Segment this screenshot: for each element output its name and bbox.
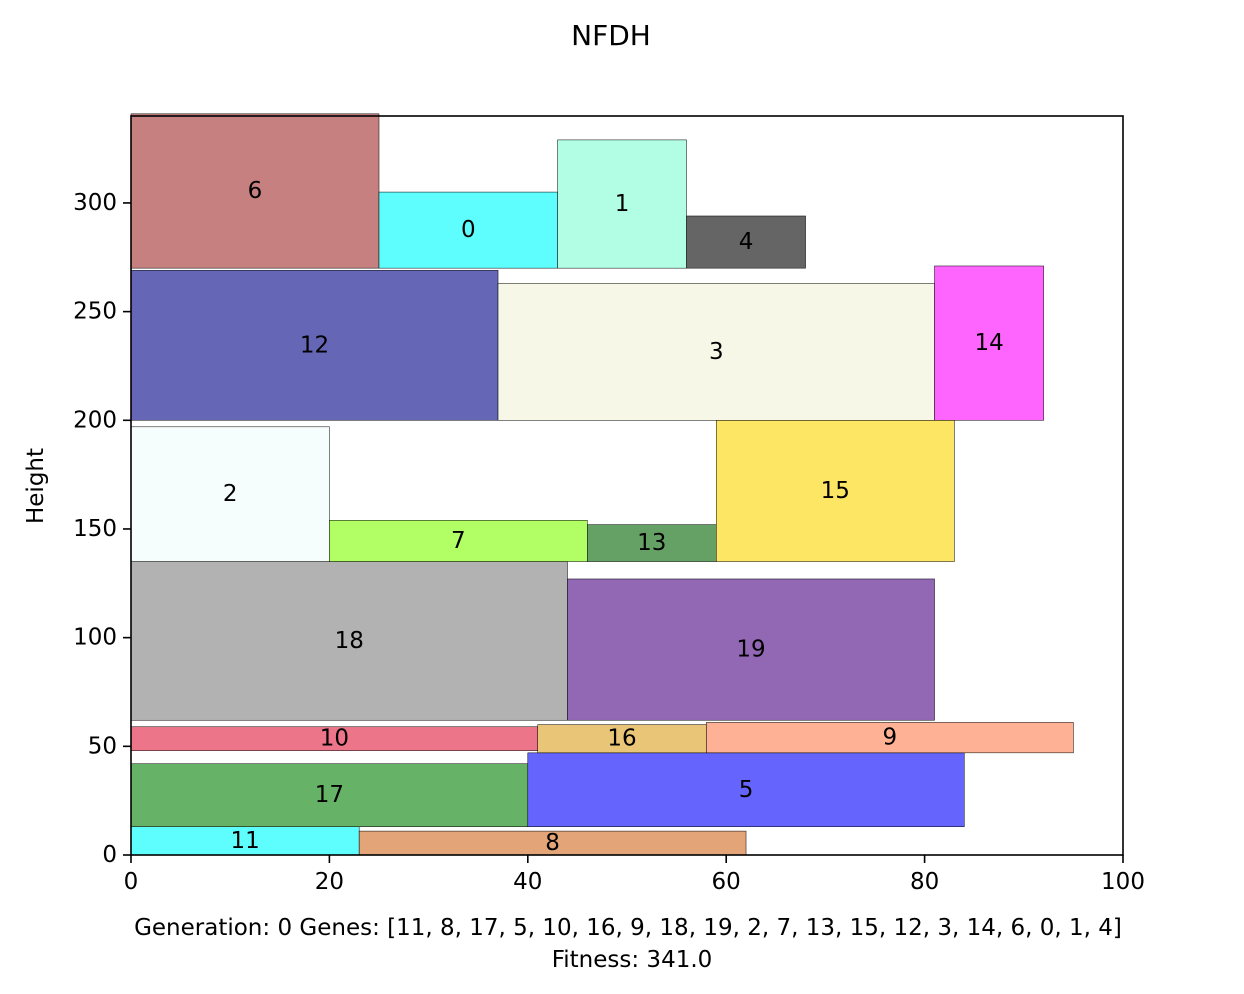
rect-box-9	[706, 722, 1074, 754]
packed-rect-19: 19	[567, 578, 935, 721]
packed-rect-16: 16	[537, 724, 707, 754]
packed-rect-4: 4	[686, 215, 806, 269]
rect-label-14: 14	[974, 330, 1003, 356]
packed-rect-14: 14	[934, 265, 1044, 421]
y-tick-label: 250	[73, 299, 117, 325]
y-tick-label: 0	[102, 842, 117, 868]
y-tick-label: 150	[73, 516, 117, 542]
caption-fitness: Fitness: 341.0	[552, 947, 713, 973]
rect-label-13: 13	[637, 530, 666, 556]
rect-label-18: 18	[335, 628, 364, 654]
y-tick-label: 100	[73, 625, 117, 651]
rect-box-18	[130, 561, 568, 721]
rect-box-16	[537, 724, 707, 754]
rect-box-7	[329, 520, 588, 562]
rect-label-6: 6	[248, 178, 263, 204]
rect-label-17: 17	[315, 782, 344, 808]
packed-rect-12: 12	[130, 270, 499, 421]
packed-rect-13: 13	[587, 524, 717, 562]
y-axis-label: Height	[23, 448, 49, 524]
rect-label-7: 7	[451, 528, 466, 554]
y-tick-label: 300	[73, 190, 117, 216]
rect-box-12	[130, 270, 499, 421]
rect-label-16: 16	[607, 726, 636, 752]
rect-label-10: 10	[320, 726, 349, 752]
rect-label-4: 4	[739, 229, 754, 255]
rect-box-6	[130, 113, 380, 269]
rect-label-0: 0	[461, 217, 476, 243]
rect-box-1	[557, 139, 687, 269]
packed-rect-7: 7	[329, 520, 588, 562]
rect-box-3	[497, 283, 935, 421]
packed-rect-6: 6	[130, 113, 380, 269]
x-tick-label: 80	[910, 869, 939, 895]
rect-label-19: 19	[736, 637, 765, 663]
rect-box-17	[130, 763, 529, 827]
rect-box-4	[686, 215, 806, 269]
x-tick-label: 0	[124, 869, 139, 895]
x-tick-label: 60	[712, 869, 741, 895]
x-tick-label: 100	[1101, 869, 1145, 895]
packed-rect-17: 17	[130, 763, 529, 827]
rect-label-5: 5	[739, 777, 754, 803]
plot-frame	[130, 115, 1124, 856]
rect-box-19	[567, 578, 935, 721]
packed-rect-2: 2	[130, 426, 330, 562]
rect-label-15: 15	[821, 478, 850, 504]
rect-box-15	[716, 420, 955, 562]
rect-label-8: 8	[545, 830, 560, 856]
rect-box-13	[587, 524, 717, 562]
rect-label-12: 12	[300, 332, 329, 358]
rect-box-5	[527, 752, 965, 827]
rect-box-2	[130, 426, 330, 562]
rect-label-1: 1	[615, 191, 630, 217]
chart-title: NFDH	[571, 19, 651, 52]
y-axis: 0 50 100 150 200 250 300	[73, 190, 131, 868]
packed-rect-9: 9	[706, 722, 1074, 754]
packed-rect-10: 10	[130, 726, 538, 752]
packed-rect-15: 15	[716, 420, 955, 562]
x-tick-label: 20	[315, 869, 344, 895]
rect-label-2: 2	[223, 481, 238, 507]
rect-box-11	[130, 826, 360, 856]
rect-label-9: 9	[883, 725, 898, 751]
x-axis: 0 20 40 60 80 100	[124, 855, 1145, 895]
rect-label-3: 3	[709, 339, 724, 365]
rect-label-11: 11	[230, 828, 259, 854]
packed-rect-8: 8	[358, 830, 747, 856]
y-tick-label: 200	[73, 407, 117, 433]
caption-generation-genes: Generation: 0 Genes: [11, 8, 17, 5, 10, …	[134, 915, 1122, 941]
packed-rect-5: 5	[527, 752, 965, 827]
x-tick-label: 40	[513, 869, 542, 895]
packed-rect-11: 11	[130, 826, 360, 856]
packed-rect-1: 1	[557, 139, 687, 269]
packed-rect-0: 0	[378, 191, 558, 269]
rect-box-14	[934, 265, 1044, 421]
y-tick-label: 50	[88, 733, 117, 759]
packed-rect-18: 18	[130, 561, 568, 721]
packed-rect-3: 3	[497, 283, 935, 421]
